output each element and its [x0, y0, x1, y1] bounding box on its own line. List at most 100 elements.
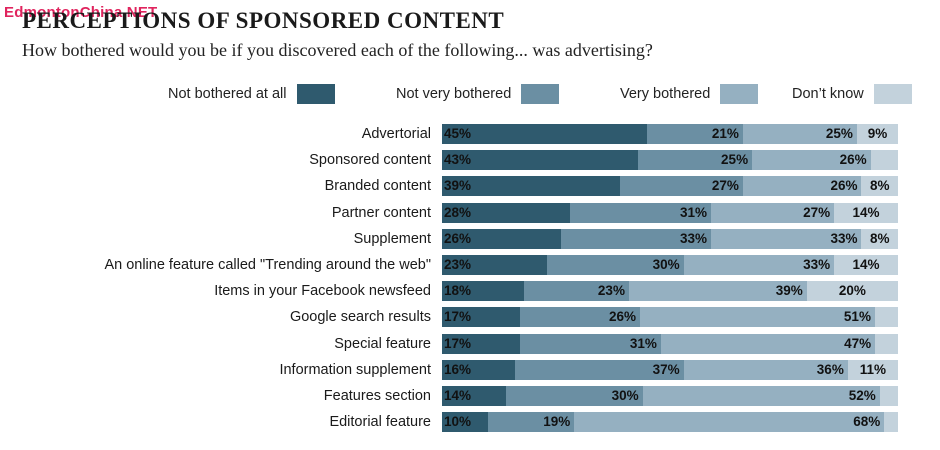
chart-row: Sponsored content 43% 25% 26% — [0, 150, 940, 171]
data-label: 14% — [852, 257, 880, 272]
legend-swatch — [873, 84, 912, 104]
data-label: 17% — [444, 335, 472, 351]
bar-segment-not-bothered-at-all: 17% — [442, 333, 520, 354]
bar-segment-not-bothered-at-all: 18% — [442, 281, 525, 302]
category-label: Editorial feature — [329, 414, 431, 431]
bar-segment-dont-know — [870, 150, 898, 171]
bar-segment-very-bothered: 26% — [752, 150, 871, 171]
data-label: 26% — [830, 178, 858, 194]
data-label: 9% — [867, 126, 888, 141]
bar-segment-very-bothered: 26% — [742, 176, 862, 197]
bar-segment-very-bothered: 51% — [640, 307, 875, 328]
chart-row: Editorial feature 10% 19% 68% — [0, 412, 940, 433]
data-label: 39% — [444, 178, 472, 194]
bar-segment-dont-know: 9% — [856, 124, 898, 144]
chart-row: Supplement 26% 33% 33% 8% — [0, 228, 940, 249]
data-label: 28% — [444, 204, 472, 220]
data-label: 17% — [444, 309, 472, 325]
category-label: Items in your Facebook newsfeed — [214, 283, 431, 300]
bar-segment-not-bothered-at-all: 17% — [442, 307, 521, 328]
chart-row: Items in your Facebook newsfeed 18% 23% 39%… — [0, 281, 940, 302]
bar-segment-not-very-bothered: 30% — [505, 386, 643, 406]
data-label: 23% — [444, 257, 472, 272]
bar-segment-not-very-bothered: 37% — [514, 359, 684, 380]
data-label: 25% — [825, 126, 853, 141]
bar-segment-dont-know: 20% — [806, 281, 898, 302]
data-label: 31% — [680, 204, 708, 220]
data-label: 11% — [859, 361, 887, 377]
category-label: Google search results — [289, 309, 431, 326]
chart-row: Partner content 28% 31% 27% 14% — [0, 202, 940, 223]
category-label: Information supplement — [279, 361, 431, 378]
data-label: 23% — [597, 283, 625, 299]
bar-segment-not-bothered-at-all: 45% — [442, 124, 648, 144]
data-label: 47% — [844, 335, 872, 351]
data-label: 26% — [609, 309, 637, 325]
category-label: Branded content — [324, 178, 431, 195]
stacked-bar: 39% 27% 26% 8% — [442, 176, 898, 197]
category-label: Sponsored content — [309, 152, 431, 169]
data-label: 21% — [711, 126, 739, 141]
bar-segment-not-very-bothered: 26% — [520, 307, 641, 328]
bar-segment-dont-know — [879, 386, 898, 406]
data-label: 45% — [444, 126, 472, 141]
legend-item-not-bothered-at-all: Not bothered at all — [168, 84, 335, 104]
bar-segment-not-bothered-at-all: 16% — [442, 359, 515, 380]
data-label: 10% — [444, 414, 472, 430]
stacked-bar: 18% 23% 39% 20% — [442, 281, 898, 302]
bar-segment-not-bothered-at-all: 43% — [442, 150, 639, 171]
category-label: Partner content — [331, 204, 431, 221]
stacked-bar: 28% 31% 27% 14% — [442, 202, 898, 223]
bar-segment-very-bothered: 68% — [574, 412, 885, 433]
chart-row: Branded content 39% 27% 26% 8% — [0, 176, 940, 197]
chart-row: Features section 14% 30% 52% — [0, 386, 940, 406]
data-label: 31% — [629, 335, 657, 351]
data-label: 37% — [652, 361, 680, 377]
data-label: 27% — [803, 204, 831, 220]
stacked-bar: 14% 30% 52% — [442, 386, 898, 406]
watermark-text: EdmontonChina.NET — [4, 4, 158, 21]
stacked-bar: 17% 31% 47% — [442, 333, 898, 354]
category-label: Special feature — [334, 335, 431, 352]
bar-segment-not-very-bothered: 25% — [638, 150, 753, 171]
bar-segment-very-bothered: 36% — [683, 359, 848, 380]
legend-item-dont-know: Don’t know — [792, 84, 912, 104]
bar-segment-very-bothered: 52% — [642, 386, 880, 406]
category-label: An online feature called "Trending aroun… — [104, 257, 431, 273]
bar-segment-not-bothered-at-all: 26% — [442, 228, 561, 249]
data-label: 33% — [830, 230, 858, 246]
chart-title: PERCEPTIONS OF SPONSORED CONTENT — [22, 8, 505, 33]
bar-segment-dont-know: 14% — [834, 255, 898, 275]
bar-segment-not-bothered-at-all: 10% — [442, 412, 488, 433]
legend-swatch — [521, 84, 560, 104]
chart-row: Information supplement 16% 37% 36% 11% — [0, 359, 940, 380]
bar-segment-not-very-bothered: 33% — [560, 228, 712, 249]
chart-row: An online feature called "Trending aroun… — [0, 255, 940, 275]
bar-segment-dont-know — [875, 333, 898, 354]
bar-segment-not-bothered-at-all: 14% — [442, 386, 506, 406]
data-label: 27% — [711, 178, 739, 194]
category-label: Features section — [323, 388, 431, 404]
bar-segment-very-bothered: 25% — [742, 124, 857, 144]
bar-segment-not-very-bothered: 31% — [519, 333, 661, 354]
data-label: 16% — [444, 361, 472, 377]
data-label: 51% — [843, 309, 871, 325]
bar-segment-dont-know: 8% — [861, 228, 898, 249]
stacked-bar: 10% 19% 68% — [442, 412, 898, 433]
bar-segment-not-very-bothered: 23% — [524, 281, 629, 302]
bar-segment-very-bothered: 47% — [660, 333, 876, 354]
stacked-bar: 45% 21% 25% 9% — [442, 124, 898, 144]
legend-label: Don’t know — [792, 86, 864, 102]
stacked-bar: 43% 25% 26% — [442, 150, 898, 171]
bar-segment-very-bothered: 33% — [683, 255, 835, 275]
legend: Not bothered at all Not very bothered Ve… — [0, 84, 940, 108]
stacked-bar: 23% 30% 33% 14% — [442, 255, 898, 275]
legend-swatch — [720, 84, 759, 104]
chart-subtitle: How bothered would you be if you discove… — [22, 40, 653, 60]
data-label: 68% — [853, 414, 881, 430]
bar-segment-not-very-bothered: 31% — [569, 202, 712, 223]
chart-row: Advertorial 45% 21% 25% 9% — [0, 124, 940, 144]
data-label: 8% — [869, 230, 890, 246]
data-label: 33% — [803, 257, 831, 272]
category-label: Supplement — [353, 230, 431, 247]
